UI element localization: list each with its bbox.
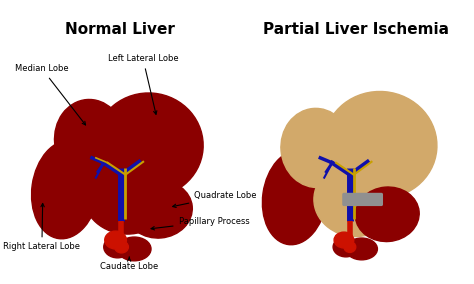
Ellipse shape — [344, 241, 356, 252]
Ellipse shape — [324, 91, 437, 199]
Ellipse shape — [115, 241, 128, 253]
Ellipse shape — [55, 99, 126, 181]
Text: Quadrate Lobe: Quadrate Lobe — [173, 191, 257, 208]
Ellipse shape — [333, 237, 359, 257]
Ellipse shape — [314, 162, 398, 237]
Text: Right Lateral Lobe: Right Lateral Lobe — [3, 203, 81, 251]
Ellipse shape — [356, 187, 419, 242]
Text: Caudate Lobe: Caudate Lobe — [100, 257, 158, 271]
Ellipse shape — [83, 155, 172, 234]
Ellipse shape — [105, 231, 127, 249]
Ellipse shape — [334, 232, 354, 248]
Text: Median Lobe: Median Lobe — [15, 64, 85, 125]
Ellipse shape — [95, 93, 203, 197]
Ellipse shape — [263, 150, 327, 245]
Text: Normal Liver: Normal Liver — [64, 22, 174, 37]
Ellipse shape — [104, 236, 131, 258]
Ellipse shape — [126, 181, 192, 238]
Text: Partial Liver Ischemia: Partial Liver Ischemia — [263, 22, 449, 37]
Ellipse shape — [346, 238, 377, 260]
FancyBboxPatch shape — [343, 193, 383, 205]
Ellipse shape — [118, 237, 151, 261]
Ellipse shape — [32, 140, 99, 239]
Text: Left Lateral Lobe: Left Lateral Lobe — [108, 54, 178, 114]
Text: Papillary Process: Papillary Process — [151, 217, 249, 230]
Ellipse shape — [281, 108, 352, 187]
